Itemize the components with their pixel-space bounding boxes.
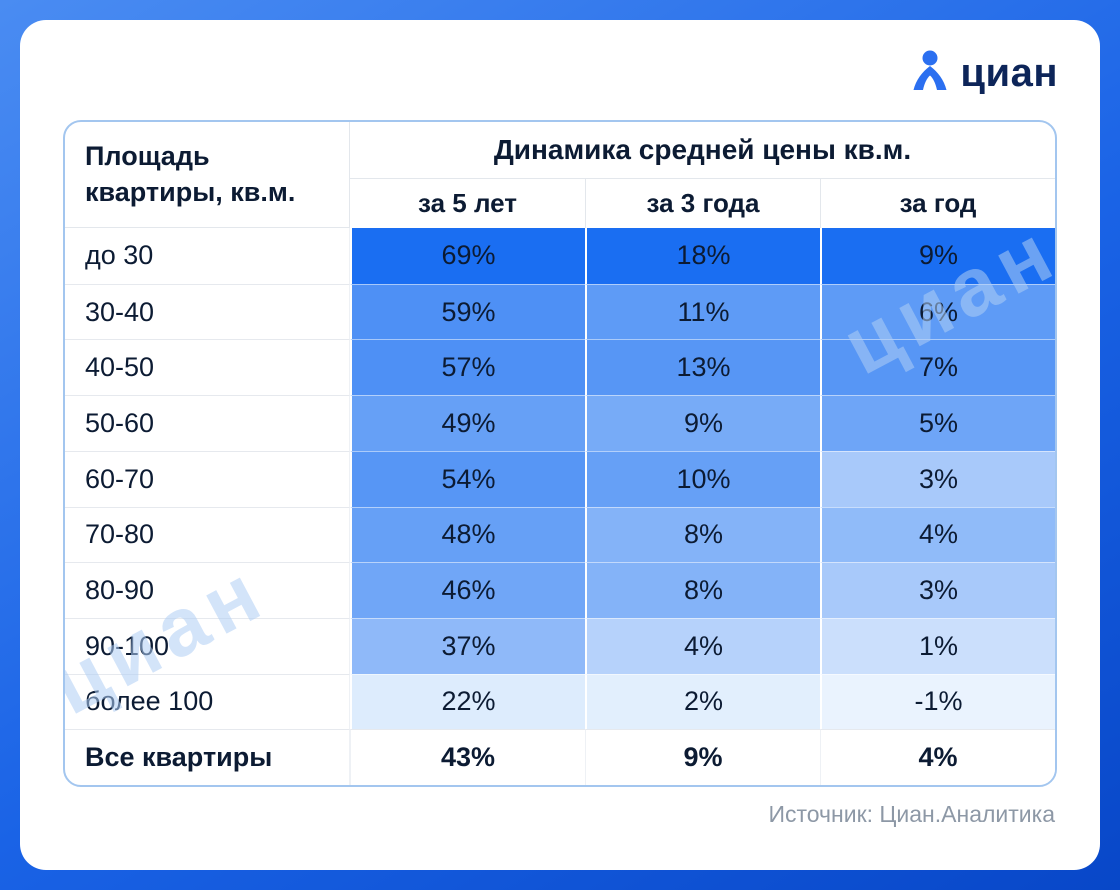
value-cell: 4% (820, 506, 1055, 563)
table-row: 30-40 59% 11% 6% (65, 283, 1055, 340)
value-cell: 8% (585, 562, 820, 618)
table-row: 50-60 49% 9% 5% (65, 395, 1055, 451)
value-cell: 48% (350, 506, 585, 563)
value-cell: 5% (820, 395, 1055, 451)
table-row: 90-100 37% 4% 1% (65, 617, 1055, 674)
logo-text: циан (960, 50, 1058, 95)
value-cell: 9% (585, 395, 820, 451)
subheader-3-years: за 3 года (585, 179, 820, 228)
value-cell: 46% (350, 562, 585, 618)
subheader-1-year: за год (820, 179, 1055, 228)
table-body: до 30 69% 18% 9% 30-40 59% 11% 6% 40-50 … (65, 228, 1055, 785)
area-label: 40-50 (65, 339, 350, 396)
value-cell: 9% (820, 228, 1055, 284)
value-cell: 3% (820, 562, 1055, 618)
value-cell: 43% (350, 729, 585, 785)
table-row: более 100 22% 2% -1% (65, 673, 1055, 730)
area-label: 80-90 (65, 562, 350, 618)
value-cell: 9% (585, 729, 820, 785)
value-cell: 3% (820, 450, 1055, 507)
value-cell: 13% (585, 339, 820, 396)
group-header: Динамика средней цены кв.м. (350, 122, 1055, 179)
table-row-total: Все квартиры 43% 9% 4% (65, 729, 1055, 785)
table-row: 40-50 57% 13% 7% (65, 339, 1055, 396)
dynamics-header-group: Динамика средней цены кв.м. за 5 лет за … (350, 122, 1055, 228)
value-cell: 4% (820, 729, 1055, 785)
subheader-row: за 5 лет за 3 года за год (350, 179, 1055, 228)
value-cell: 7% (820, 339, 1055, 396)
area-label: Все квартиры (65, 729, 350, 785)
table-row: 70-80 48% 8% 4% (65, 506, 1055, 563)
area-label: 60-70 (65, 450, 350, 507)
area-label: 30-40 (65, 283, 350, 340)
value-cell: 10% (585, 450, 820, 507)
value-cell: 37% (350, 617, 585, 674)
value-cell: 59% (350, 283, 585, 340)
table-row: 80-90 46% 8% 3% (65, 562, 1055, 618)
area-column-header: Площадь квартиры, кв.м. (65, 122, 350, 228)
value-cell: 57% (350, 339, 585, 396)
value-cell: 54% (350, 450, 585, 507)
price-dynamics-table: Площадь квартиры, кв.м. Динамика средней… (63, 120, 1057, 787)
value-cell: -1% (820, 673, 1055, 730)
value-cell: 11% (585, 283, 820, 340)
area-label: более 100 (65, 673, 350, 730)
cian-person-icon (913, 50, 947, 90)
subheader-5-years: за 5 лет (418, 188, 517, 218)
source-note: Источник: Циан.Аналитика (768, 801, 1055, 827)
area-label: 90-100 (65, 617, 350, 674)
value-cell: 22% (350, 673, 585, 730)
table-row: до 30 69% 18% 9% (65, 228, 1055, 284)
area-label: 70-80 (65, 506, 350, 563)
value-cell: 18% (585, 228, 820, 284)
value-cell: 6% (820, 283, 1055, 340)
value-cell: 69% (350, 228, 585, 284)
value-cell: 2% (585, 673, 820, 730)
card: циан Площадь квартиры, кв.м. Динамика ср… (20, 20, 1100, 870)
table-row: 60-70 54% 10% 3% (65, 450, 1055, 507)
area-label: 50-60 (65, 395, 350, 451)
area-label: до 30 (65, 228, 350, 284)
value-cell: 49% (350, 395, 585, 451)
value-cell: 8% (585, 506, 820, 563)
cian-logo: циан (910, 50, 1058, 96)
value-cell: 4% (585, 617, 820, 674)
table-header: Площадь квартиры, кв.м. Динамика средней… (65, 122, 1055, 228)
value-cell: 1% (820, 617, 1055, 674)
